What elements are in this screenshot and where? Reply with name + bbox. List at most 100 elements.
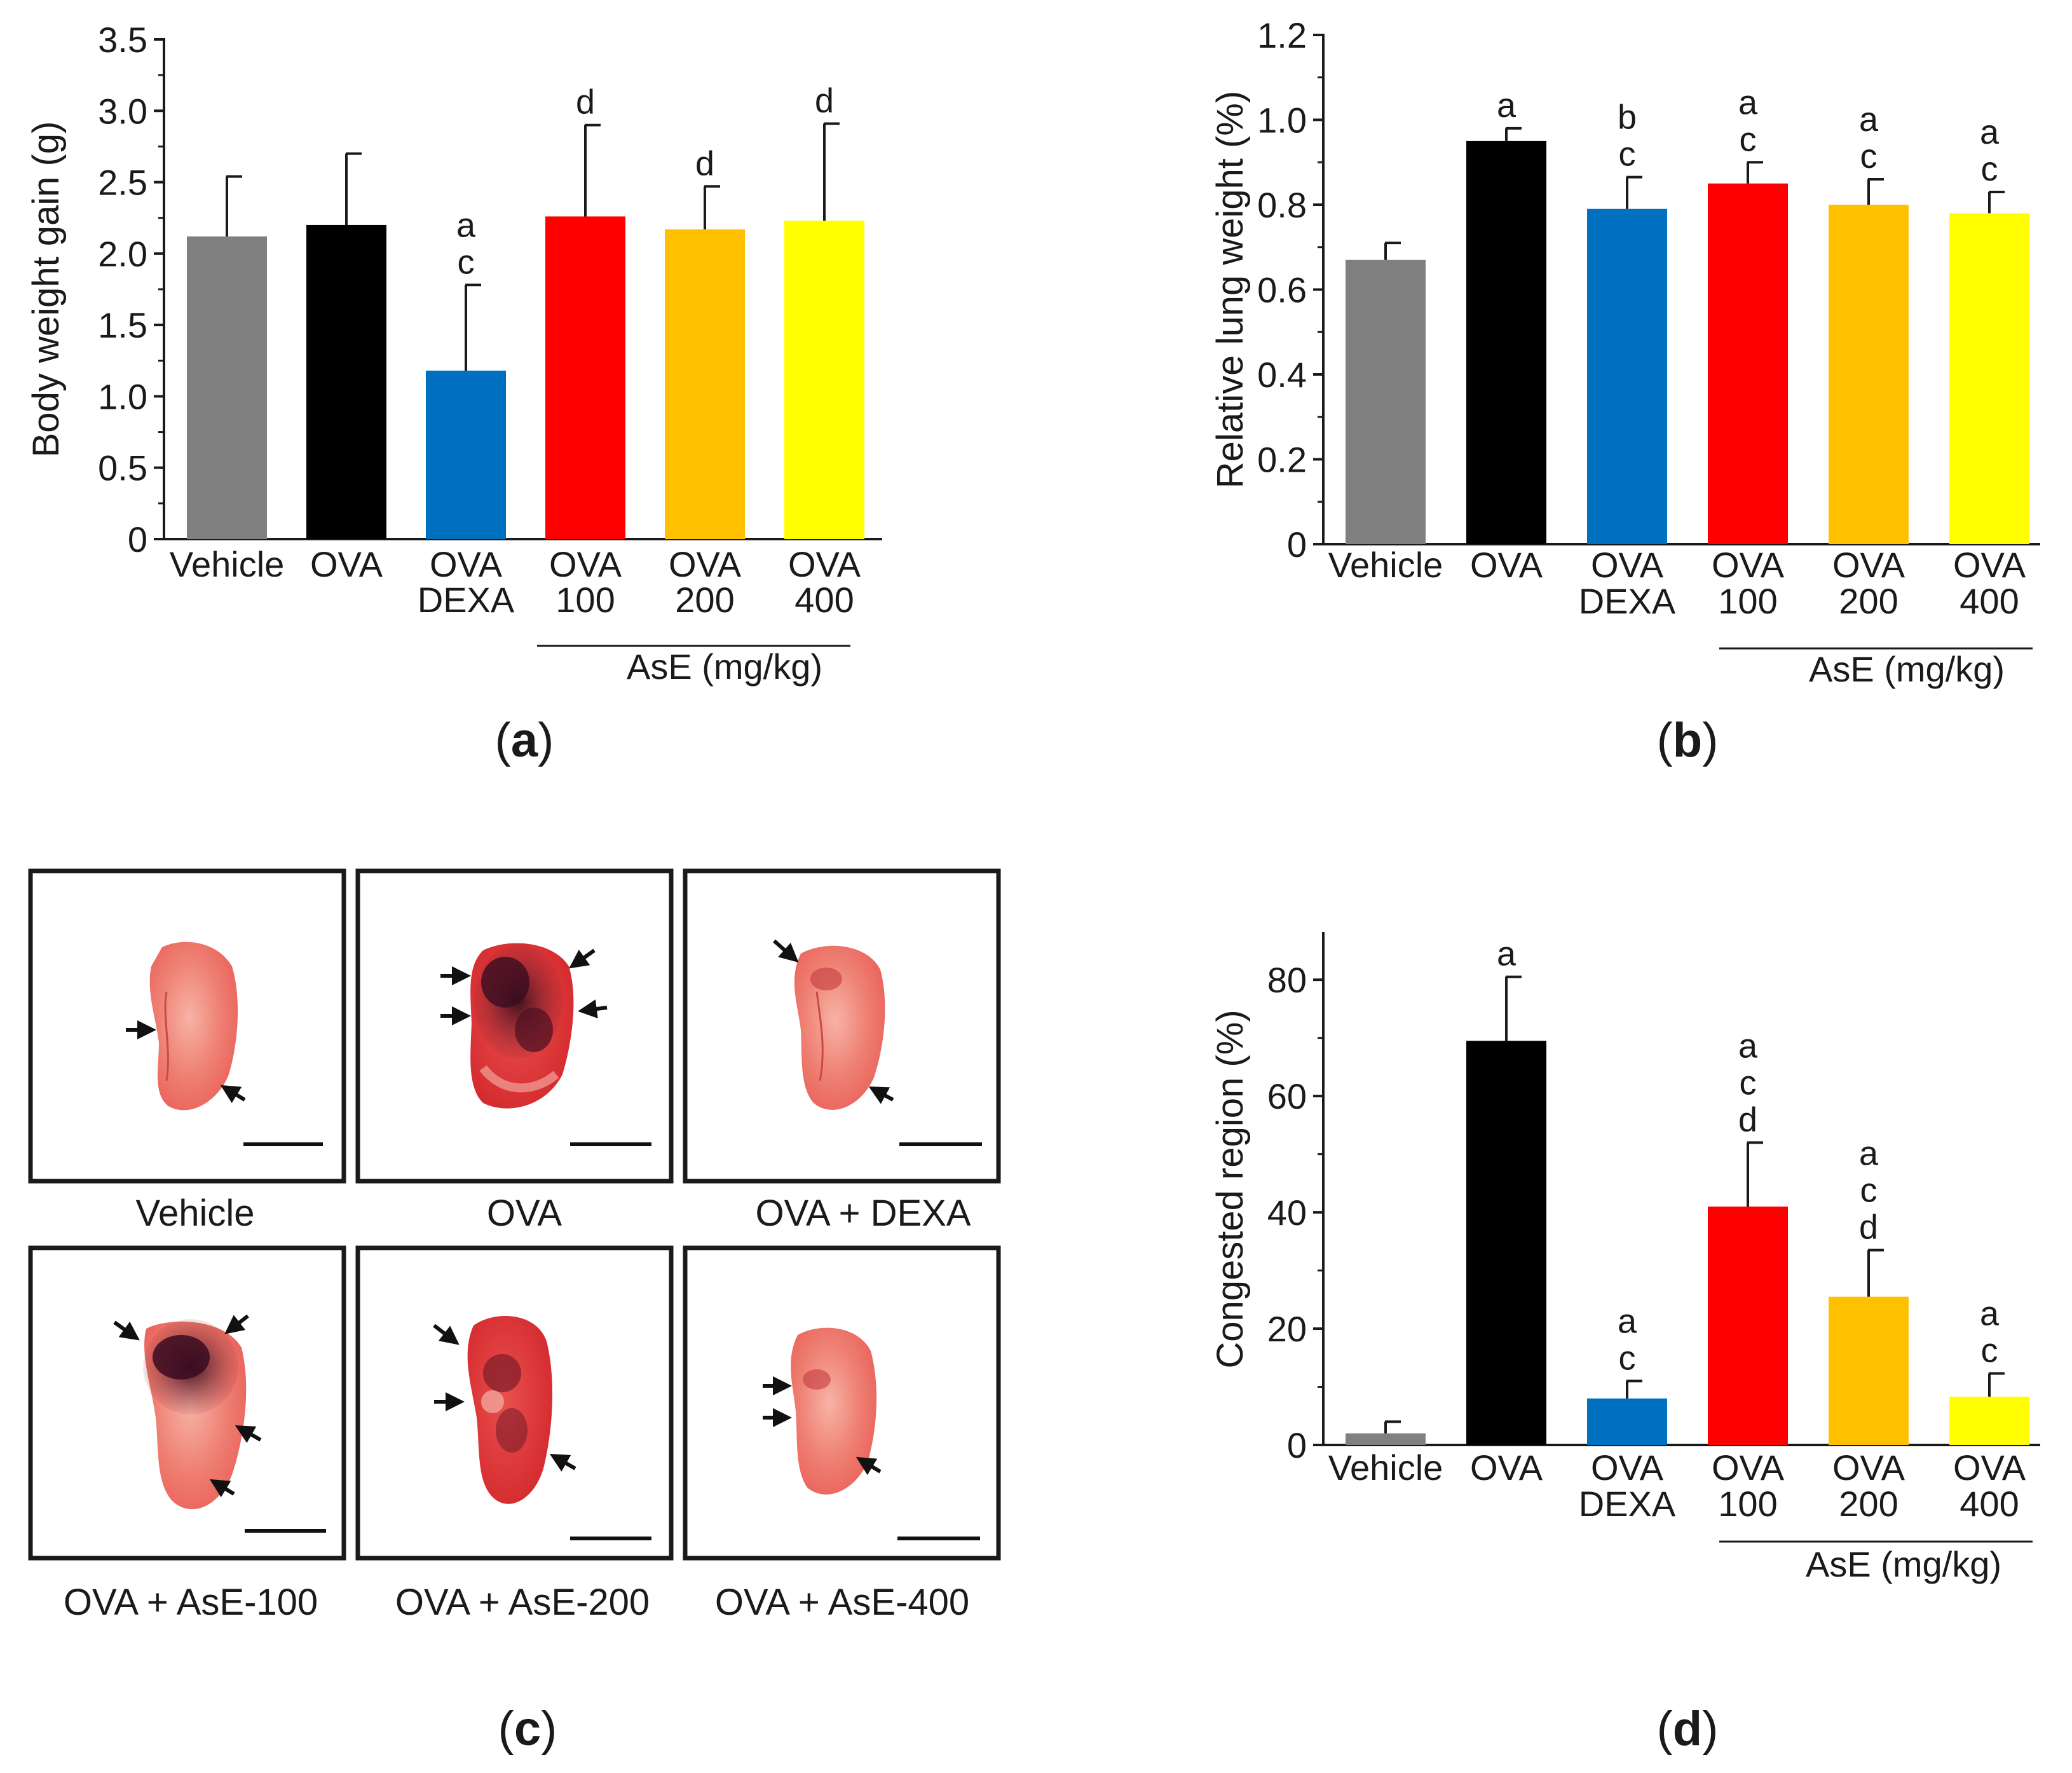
category-label-ova: OVA (1470, 1448, 1543, 1488)
lung-photo-ova-dexa (683, 868, 1001, 1184)
bar-ova (306, 224, 386, 539)
category-label-ova-dexa: OVA (430, 544, 503, 584)
bar-ova-100 (1708, 1206, 1788, 1445)
category-label-ova-400: OVA (788, 544, 861, 584)
bar-ova-200 (1829, 1296, 1909, 1445)
significance-letter: a (1859, 100, 1879, 139)
bar-ova-100 (545, 216, 625, 539)
lung-photo-ova-ase100 (28, 1245, 346, 1561)
significance-letter: a (456, 206, 476, 244)
category-label-ova-100: OVA (549, 544, 622, 584)
y-tick-label: 0.2 (1257, 440, 1307, 480)
category-label-ova-dexa: DEXA (418, 580, 515, 620)
y-tick-label: 0 (128, 519, 147, 559)
significance-letter: a (1738, 1027, 1758, 1065)
significance-letter: a (1497, 86, 1517, 125)
category-label-vehicle: Vehicle (1328, 1448, 1443, 1488)
y-tick-label: 80 (1267, 960, 1307, 1000)
category-label-ova-100: OVA (1712, 545, 1785, 585)
bar-ova-dexa (1587, 209, 1667, 544)
group-label: AsE (mg/kg) (627, 647, 822, 687)
category-label-ova-400: OVA (1953, 545, 2026, 585)
y-tick-label: 1.5 (98, 305, 147, 345)
category-label-vehicle: Vehicle (1328, 545, 1443, 585)
significance-letter: a (1980, 113, 2000, 151)
bar-ova-400 (784, 221, 864, 539)
category-label-ova-200: OVA (1832, 1448, 1905, 1488)
significance-letter: a (1497, 935, 1517, 973)
category-label-ova-100: 100 (555, 580, 615, 620)
significance-letter: c (1740, 120, 1757, 158)
significance-letter: c (1981, 1331, 1998, 1369)
lung-photo-grid: Vehicle OVA OVA + DEXA OVA + AsE-100 OVA… (28, 868, 1001, 1623)
category-label-ova-dexa: DEXA (1579, 581, 1676, 621)
significance-letter: d (695, 144, 714, 182)
significance-letter: c (1619, 1339, 1636, 1377)
category-label-ova-dexa: DEXA (1579, 1484, 1676, 1524)
significance-letter: c (1619, 135, 1636, 174)
significance-letter: d (1738, 1100, 1757, 1139)
significance-letter: c (1860, 1172, 1878, 1210)
y-tick-label: 1.2 (1257, 15, 1307, 55)
y-tick-label: 0.4 (1257, 355, 1307, 395)
y-tick-label: 3.5 (98, 20, 147, 60)
category-label-ova: OVA (1470, 545, 1543, 585)
significance-letter: a (1618, 1302, 1637, 1340)
panel-label-b: (b) (1656, 713, 1718, 767)
category-label-ova-200: OVA (1832, 545, 1905, 585)
category-label-ova-400: 400 (794, 580, 854, 620)
significance-letter: c (1981, 150, 1998, 188)
lung-photo-ova-ase200 (355, 1245, 674, 1561)
category-label-ova-200: 200 (1839, 1484, 1898, 1524)
y-tick-label: 20 (1267, 1309, 1307, 1349)
photo-label-ova-ase100: OVA + AsE-100 (64, 1582, 318, 1623)
lung-photo-ova (355, 868, 674, 1184)
category-label-ova-100: 100 (1718, 581, 1777, 621)
y-tick-label: 3.0 (98, 91, 147, 131)
significance-letter: c (1860, 137, 1878, 175)
y-tick-label: 2.5 (98, 163, 147, 203)
category-label-ova-400: OVA (1953, 1448, 2026, 1488)
category-label-ova-dexa: OVA (1591, 545, 1664, 585)
category-label-vehicle: Vehicle (170, 544, 285, 584)
bar-vehicle (1346, 259, 1426, 544)
photo-label-ova: OVA (487, 1193, 562, 1234)
y-tick-label: 0 (1287, 524, 1307, 565)
bar-ova-400 (1949, 213, 2029, 545)
panel-label-d: (d) (1656, 1702, 1718, 1756)
significance-letter: c (458, 243, 475, 281)
bar-ova-200 (1829, 205, 1909, 544)
y-axis-label: Body weight gain (g) (25, 121, 67, 458)
bar-ova-400 (1949, 1397, 2029, 1445)
bar-ova (1466, 140, 1546, 544)
lung-photo-ova-ase400 (683, 1245, 1001, 1561)
y-tick-label: 0.5 (98, 448, 147, 488)
bar-ova (1466, 1041, 1546, 1445)
photo-label-ova-ase200: OVA + AsE-200 (395, 1582, 650, 1623)
significance-letter: d (576, 83, 595, 121)
y-axis-label: Congested region (%) (1210, 1010, 1251, 1368)
significance-letter: a (1738, 83, 1758, 121)
y-tick-label: 40 (1267, 1193, 1307, 1233)
photo-label-ova-ase400: OVA + AsE-400 (715, 1582, 969, 1623)
category-label-ova-100: 100 (1718, 1484, 1777, 1524)
panel-label-a: (a) (495, 713, 554, 767)
significance-letter: c (1740, 1064, 1757, 1102)
panel-label-c: (c) (498, 1702, 557, 1756)
category-label-ova-200: OVA (669, 544, 742, 584)
chart-body-weight-gain: 0 0.5 1.0 1.5 2.0 2.5 3.0 3.5 Body weight gain (… (25, 20, 882, 687)
chart-congested-region: 0 20 40 60 80 Congested region (%) Vehicle a OVA… (1210, 932, 2040, 1584)
bar-ova-dexa (1587, 1398, 1667, 1445)
group-label: AsE (mg/kg) (1806, 1544, 2001, 1584)
significance-letter: a (1980, 1294, 2000, 1332)
bar-vehicle (187, 236, 267, 539)
photo-label-vehicle: Vehicle (135, 1193, 254, 1234)
significance-letter: b (1618, 99, 1637, 137)
y-tick-label: 0.8 (1257, 185, 1307, 225)
category-label-ova-dexa: OVA (1591, 1448, 1664, 1488)
y-axis-label: Relative lung weight (%) (1210, 91, 1251, 488)
category-label-ova-200: 200 (1839, 581, 1898, 621)
bar-ova-100 (1708, 183, 1788, 544)
